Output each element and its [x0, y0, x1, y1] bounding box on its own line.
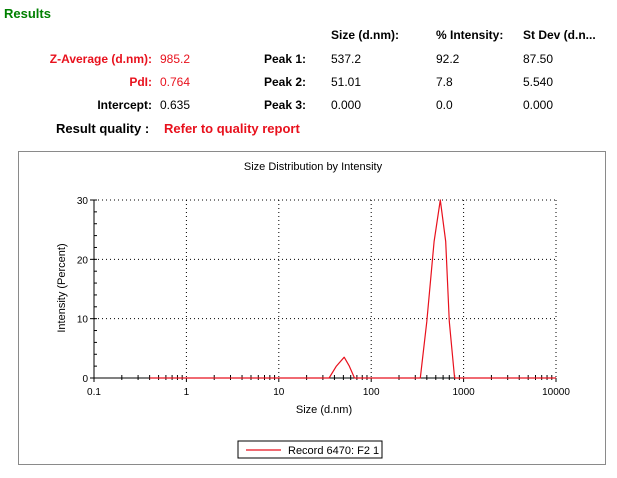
peak3-label: Peak 3:: [263, 98, 306, 112]
x-tick-label: 1000: [452, 387, 475, 398]
peak3-size: 0.000: [331, 98, 362, 112]
x-axis-label: Size (d.nm): [296, 404, 352, 416]
y-tick-label: 20: [77, 255, 89, 266]
peak2-size: 51.01: [331, 75, 362, 89]
x-tick-label: 1: [184, 387, 190, 398]
chart-legend: Record 6470: F2 1: [237, 440, 383, 459]
peak2-stdev: 5.540: [523, 75, 554, 89]
size-header: Size (d.nm):: [331, 28, 399, 42]
peak2-label: Peak 2:: [263, 75, 306, 89]
y-tick-label: 30: [77, 196, 89, 207]
x-tick-label: 10000: [542, 387, 570, 398]
peak2-intensity: 7.8: [436, 75, 453, 89]
zavg-label: Z-Average (d.nm):: [49, 52, 152, 66]
pdi-label: PdI:: [129, 75, 152, 89]
results-title: Results: [4, 6, 51, 21]
quality-report-link[interactable]: Refer to quality report: [164, 121, 300, 136]
chart-series: [149, 199, 556, 379]
x-tick-label: 10: [273, 387, 285, 398]
y-tick-label: 0: [82, 374, 88, 385]
intercept-label: Intercept:: [97, 98, 152, 112]
result-quality-label: Result quality :: [56, 121, 150, 136]
chart-title: Size Distribution by Intensity: [244, 161, 383, 173]
intercept-value: 0.635: [160, 98, 191, 112]
size-distribution-chart: Size Distribution by Intensity 0 10 20 30 0.…: [18, 151, 606, 465]
zavg-value: 985.2: [160, 52, 191, 66]
stdev-header: St Dev (d.n...: [523, 28, 596, 42]
legend-box: [237, 440, 383, 459]
legend-series-label: Record 6470: F2 1: [288, 445, 379, 457]
peak1-stdev: 87.50: [523, 52, 554, 66]
peak3-stdev: 0.000: [523, 98, 554, 112]
peak1-label: Peak 1:: [263, 52, 306, 66]
intensity-header: % Intensity:: [436, 28, 504, 42]
x-tick-label: 0.1: [87, 387, 101, 398]
y-axis-label: Intensity (Percent): [56, 243, 68, 332]
pdi-value: 0.764: [160, 75, 191, 89]
peak1-size: 537.2: [331, 52, 362, 66]
y-tick-label: 10: [77, 315, 89, 326]
peak1-intensity: 92.2: [436, 52, 460, 66]
series-line: [149, 199, 556, 379]
chart-axes: 0 10 20 30 0.1 1 10 100 1000 10000: [77, 196, 570, 398]
chart-grid: [94, 199, 557, 378]
x-tick-label: 100: [363, 387, 380, 398]
peak3-intensity: 0.0: [436, 98, 453, 112]
chart-canvas: Size Distribution by Intensity 0 10 20 30 0.…: [56, 161, 570, 459]
